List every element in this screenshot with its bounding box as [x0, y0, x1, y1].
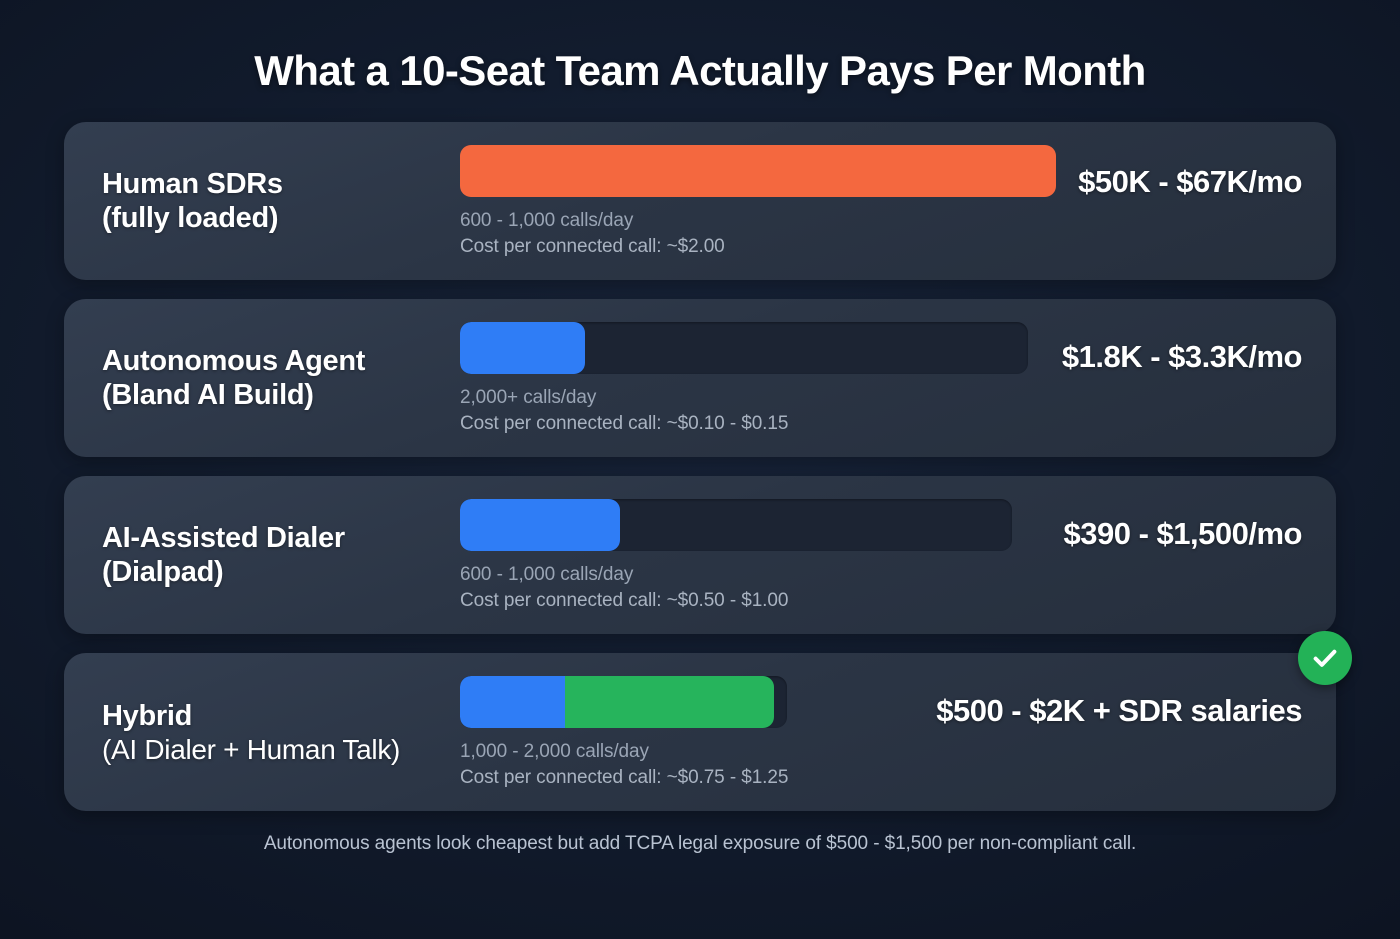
row-price: $1.8K - $3.3K/mo	[1061, 339, 1303, 375]
bar-track	[460, 499, 1013, 552]
page-title: What a 10-Seat Team Actually Pays Per Mo…	[254, 47, 1146, 94]
row-bar-block: 600 - 1,000 calls/day Cost per connected …	[460, 143, 1057, 259]
footer-note: Autonomous agents look cheapest but add …	[263, 833, 1137, 855]
row-label: Human SDRs (fully loaded)	[100, 167, 460, 235]
row-bar-block: 1,000 - 2,000 calls/day Cost per connecte…	[460, 674, 914, 790]
bar-fill-segment	[564, 676, 774, 729]
row-price: $50K - $67K/mo	[1078, 164, 1302, 200]
row-meta: 1,000 - 2,000 calls/day Cost per connecte…	[460, 739, 914, 790]
bar-fill-segment	[460, 322, 586, 375]
comparison-row: Hybrid (AI Dialer + Human Talk) 1,000 - 2,…	[64, 631, 1352, 812]
comparison-rows: Human SDRs (fully loaded) 600 - 1,000 call…	[64, 122, 1352, 812]
row-price: $390 - $1,500/mo	[1063, 516, 1303, 552]
row-label: Autonomous Agent (Bland AI Build)	[100, 344, 460, 412]
row-label-sub: (Bland AI Build)	[102, 379, 314, 412]
cost-per-connected-call: Cost per connected call: ~$0.10 - $0.15	[460, 412, 789, 434]
row-label-sub: (Dialpad)	[102, 556, 224, 589]
bar-fill-segment	[460, 145, 1057, 198]
row-label-main: AI-Assisted Dialer	[102, 521, 345, 554]
bar-track	[460, 322, 1029, 375]
comparison-row: AI-Assisted Dialer (Dialpad) 600 - 1,000 c…	[64, 476, 1336, 635]
row-label-main: Autonomous Agent	[102, 344, 366, 377]
calls-per-day: 1,000 - 2,000 calls/day	[460, 741, 649, 763]
row-meta: 600 - 1,000 calls/day Cost per connected …	[460, 562, 1042, 613]
bar-track	[460, 145, 1057, 198]
row-bar-block: 600 - 1,000 calls/day Cost per connected …	[460, 497, 1042, 613]
row-label: Hybrid (AI Dialer + Human Talk)	[100, 699, 460, 766]
row-bar-block: 2,000+ calls/day Cost per connected call:…	[460, 320, 1040, 436]
row-label-sub: (AI Dialer + Human Talk)	[102, 733, 401, 765]
bar-fill-segment	[460, 499, 621, 552]
row-price: $500 - $2K + SDR salaries	[936, 693, 1302, 729]
row-meta: 600 - 1,000 calls/day Cost per connected …	[460, 208, 1056, 259]
bar-fill-segment	[460, 676, 565, 729]
row-label-main: Hybrid	[102, 699, 193, 732]
comparison-row: Human SDRs (fully loaded) 600 - 1,000 call…	[64, 122, 1336, 281]
cost-per-connected-call: Cost per connected call: ~$0.50 - $1.00	[460, 589, 789, 611]
calls-per-day: 600 - 1,000 calls/day	[460, 564, 634, 586]
comparison-row: Autonomous Agent (Bland AI Build) 2,000+ c…	[64, 299, 1336, 458]
check-icon	[1298, 631, 1352, 686]
calls-per-day: 2,000+ calls/day	[460, 387, 597, 409]
row-label-main: Human SDRs	[102, 167, 283, 200]
row-label: AI-Assisted Dialer (Dialpad)	[100, 521, 460, 589]
row-meta: 2,000+ calls/day Cost per connected call:…	[460, 385, 1040, 436]
bar-track	[460, 676, 788, 729]
row-label-sub: (fully loaded)	[102, 202, 279, 235]
cost-per-connected-call: Cost per connected call: ~$0.75 - $1.25	[460, 766, 789, 788]
cost-per-connected-call: Cost per connected call: ~$2.00	[460, 235, 725, 257]
calls-per-day: 600 - 1,000 calls/day	[460, 210, 634, 232]
